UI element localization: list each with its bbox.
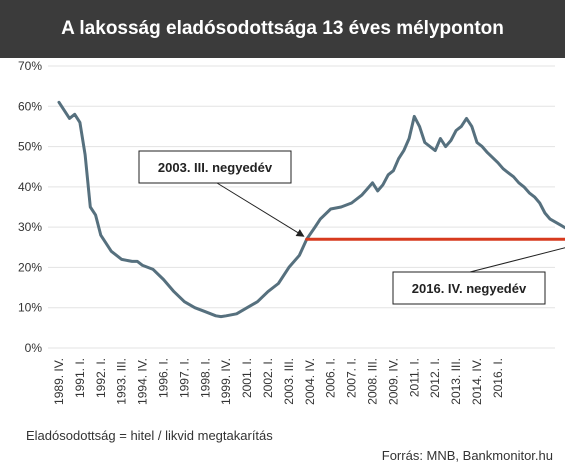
x-tick-label: 2011. I. [407, 358, 421, 397]
x-axis-labels: 1989. IV. 1991. I. 1992. I. 1993. III. 1994.… [52, 358, 505, 405]
x-tick-label: 2002. I. [261, 358, 275, 398]
y-tick-label: 10% [18, 301, 42, 315]
x-tick-label: 2004. IV. [303, 358, 317, 405]
y-tick-label: 30% [18, 220, 42, 234]
y-tick-label: 0% [25, 341, 43, 355]
y-tick-label: 50% [18, 140, 42, 154]
y-tick-label: 60% [18, 99, 42, 113]
grid-layer [48, 65, 555, 349]
debt-ratio-line [57, 100, 565, 319]
annotation-arrow [469, 247, 565, 273]
footnote: Eladósodottság = hitel / likvid megtakar… [26, 428, 273, 443]
x-tick-label: 2012. I. [428, 358, 442, 398]
y-tick-label: 40% [18, 180, 42, 194]
x-tick-label: 1999. IV. [219, 358, 233, 405]
x-tick-label: 2008. III. [366, 358, 380, 405]
y-axis-labels: 0% 10% 20% 30% 40% 50% 60% 70% [18, 59, 42, 355]
x-tick-label: 2007. I. [345, 358, 359, 398]
series-layer [57, 100, 565, 319]
x-tick-label: 1994. IV. [136, 358, 150, 405]
x-tick-label: 2014. IV. [470, 358, 484, 405]
x-tick-label: 2009. IV. [386, 358, 400, 405]
y-tick-label: 70% [18, 59, 42, 73]
annotation-box [138, 150, 292, 184]
annotation-label: 2016. IV. negyedév [412, 281, 527, 296]
x-tick-label: 2003. III. [282, 358, 296, 405]
x-tick-label: 1996. I. [157, 358, 171, 398]
x-tick-label: 2001. I. [240, 358, 254, 398]
chart-title-bar: A lakosság eladósodottsága 13 éves mélyp… [0, 0, 565, 58]
x-tick-label: 1998. I. [198, 358, 212, 398]
annotation-label: 2003. III. negyedév [158, 160, 273, 175]
annotation-box [392, 271, 546, 305]
x-tick-label: 2013. III. [449, 358, 463, 405]
annotation-arrow [216, 182, 305, 237]
x-tick-label: 1992. I. [94, 358, 108, 398]
line-chart: 0% 10% 20% 30% 40% 50% 60% 70% 1989. IV. 1991. I… [18, 59, 565, 405]
source-credit: Forrás: MNB, Bankmonitor.hu [381, 448, 553, 463]
y-tick-label: 20% [18, 260, 42, 274]
x-tick-label: 1991. I. [73, 358, 87, 398]
x-tick-label: 1989. IV. [52, 358, 66, 405]
chart-title: A lakosság eladósodottsága 13 éves mélyp… [61, 18, 504, 39]
annotation-layer: 2003. III. negyedév 2016. IV. negyedév [138, 150, 565, 305]
x-tick-label: 1993. III. [115, 358, 129, 405]
x-tick-label: 2016. I. [491, 358, 505, 398]
x-tick-label: 1997. I. [177, 358, 191, 398]
x-tick-label: 2006. I. [324, 358, 338, 398]
